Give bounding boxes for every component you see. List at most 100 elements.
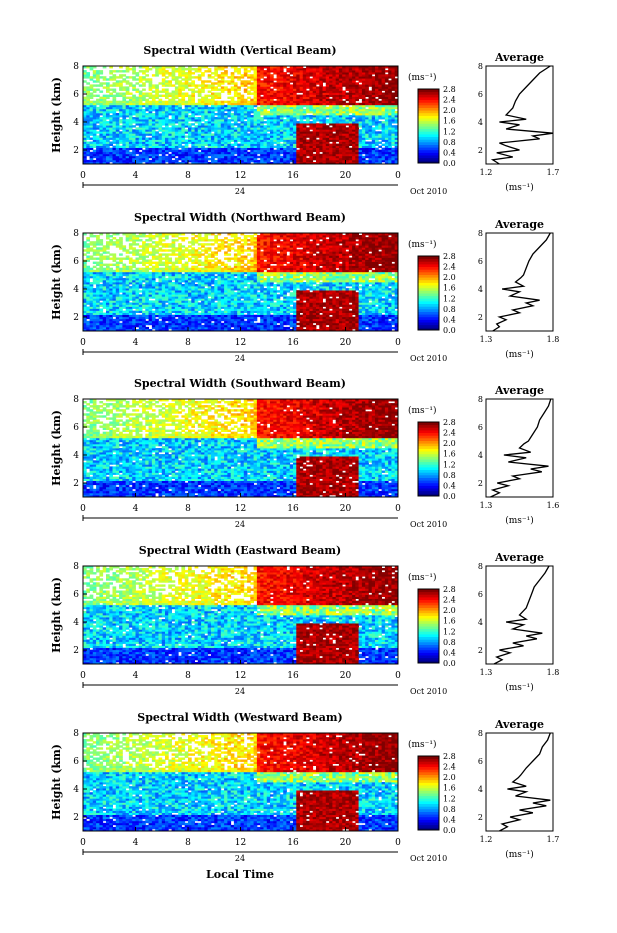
- heatmap-cell: [149, 138, 153, 140]
- heatmap-cell: [99, 119, 103, 121]
- heatmap-cell: [96, 325, 100, 327]
- heatmap-cell: [309, 152, 313, 154]
- heatmap-cell: [214, 148, 218, 150]
- heatmap-cell: [267, 99, 271, 101]
- heatmap-cell: [237, 70, 241, 72]
- heatmap-cell: [139, 76, 143, 78]
- heatmap-cell: [319, 103, 323, 105]
- heatmap-cell: [152, 311, 156, 313]
- heatmap-cell: [136, 305, 140, 307]
- heatmap-cell: [300, 84, 304, 86]
- heatmap-cell: [313, 103, 317, 105]
- colorbar-swatch: [418, 155, 439, 158]
- heatmap-cell: [122, 70, 126, 72]
- heatmap-cell: [181, 89, 185, 91]
- heatmap-cell: [198, 148, 202, 150]
- heatmap-cell: [316, 140, 320, 142]
- heatmap-cell: [119, 253, 123, 255]
- heatmap-cell: [198, 158, 202, 160]
- heatmap-cell: [142, 280, 146, 282]
- heatmap-cell: [116, 158, 120, 160]
- heatmap-cell: [280, 78, 284, 80]
- heatmap-cell: [83, 241, 87, 243]
- heatmap-cell: [204, 103, 208, 105]
- heatmap-cell: [234, 103, 238, 105]
- heatmap-cell: [250, 103, 254, 105]
- heatmap-cell: [122, 270, 126, 272]
- heatmap-cell: [378, 131, 382, 133]
- heatmap-cell: [260, 127, 264, 129]
- heatmap-cell: [129, 76, 133, 78]
- heatmap-cell: [247, 74, 251, 76]
- heatmap-cell: [250, 133, 254, 135]
- heatmap-cell: [231, 158, 235, 160]
- heatmap-cell: [303, 152, 307, 154]
- heatmap-cell: [132, 148, 136, 150]
- heatmap-cell: [369, 99, 373, 101]
- heatmap-cell: [332, 133, 336, 135]
- heatmap-cell: [332, 84, 336, 86]
- heatmap-cell: [155, 144, 159, 146]
- heatmap-cell: [90, 78, 94, 80]
- heatmap-cell: [332, 144, 336, 146]
- heatmap-cell: [339, 144, 343, 146]
- heatmap-cell: [90, 276, 94, 278]
- heatmap-cell: [260, 99, 264, 101]
- heatmap-cell: [96, 305, 100, 307]
- heatmap-cell: [145, 311, 149, 313]
- heatmap-cell: [247, 113, 251, 115]
- heatmap-cell: [309, 95, 313, 97]
- heatmap-cell: [388, 113, 392, 115]
- heatmap-cell: [378, 109, 382, 111]
- heatmap-cell: [244, 109, 248, 111]
- heatmap-cell: [319, 127, 323, 129]
- heatmap-cell: [119, 241, 123, 243]
- heatmap-cell: [378, 74, 382, 76]
- heatmap-cell: [86, 138, 90, 140]
- heatmap-cell: [270, 119, 274, 121]
- heatmap-cell: [175, 101, 179, 103]
- heatmap-cell: [181, 99, 185, 101]
- heatmap-cell: [329, 152, 333, 154]
- heatmap-cell: [83, 294, 87, 296]
- heatmap-cell: [90, 95, 94, 97]
- heatmap-cell: [323, 123, 327, 125]
- heatmap-cell: [286, 152, 290, 154]
- heatmap-cell: [136, 133, 140, 135]
- heatmap-cell: [214, 74, 218, 76]
- heatmap-cell: [355, 148, 359, 150]
- heatmap-cell: [136, 268, 140, 270]
- heatmap-cell: [231, 72, 235, 74]
- heatmap-cell: [319, 138, 323, 140]
- heatmap-cell: [204, 95, 208, 97]
- heatmap-cell: [96, 280, 100, 282]
- heatmap-cell: [323, 113, 327, 115]
- heatmap-cell: [142, 158, 146, 160]
- heatmap-cell: [152, 325, 156, 327]
- heatmap-cell: [122, 245, 126, 247]
- heatmap-cell: [136, 123, 140, 125]
- heatmap-cell: [227, 97, 231, 99]
- heatmap-cell: [145, 266, 149, 268]
- heatmap-cell: [126, 133, 130, 135]
- heatmap-cell: [336, 127, 340, 129]
- heatmap-cell: [237, 152, 241, 154]
- heatmap-cell: [270, 113, 274, 115]
- heatmap-cell: [293, 99, 297, 101]
- heatmap-cell: [362, 158, 366, 160]
- heatmap-cell: [99, 239, 103, 241]
- heatmap-cell: [247, 138, 251, 140]
- heatmap-cell: [257, 156, 261, 158]
- heatmap-cell: [113, 290, 117, 292]
- heatmap-cell: [270, 127, 274, 129]
- heatmap-cell: [188, 152, 192, 154]
- heatmap-cell: [369, 148, 373, 150]
- heatmap-cell: [313, 89, 317, 91]
- heatmap-cell: [329, 99, 333, 101]
- heatmap-cell: [136, 270, 140, 272]
- heatmap-cell: [365, 127, 369, 129]
- heatmap-cell: [375, 99, 379, 101]
- heatmap-cell: [303, 158, 307, 160]
- heatmap-cell: [116, 241, 120, 243]
- heatmap-cell: [313, 144, 317, 146]
